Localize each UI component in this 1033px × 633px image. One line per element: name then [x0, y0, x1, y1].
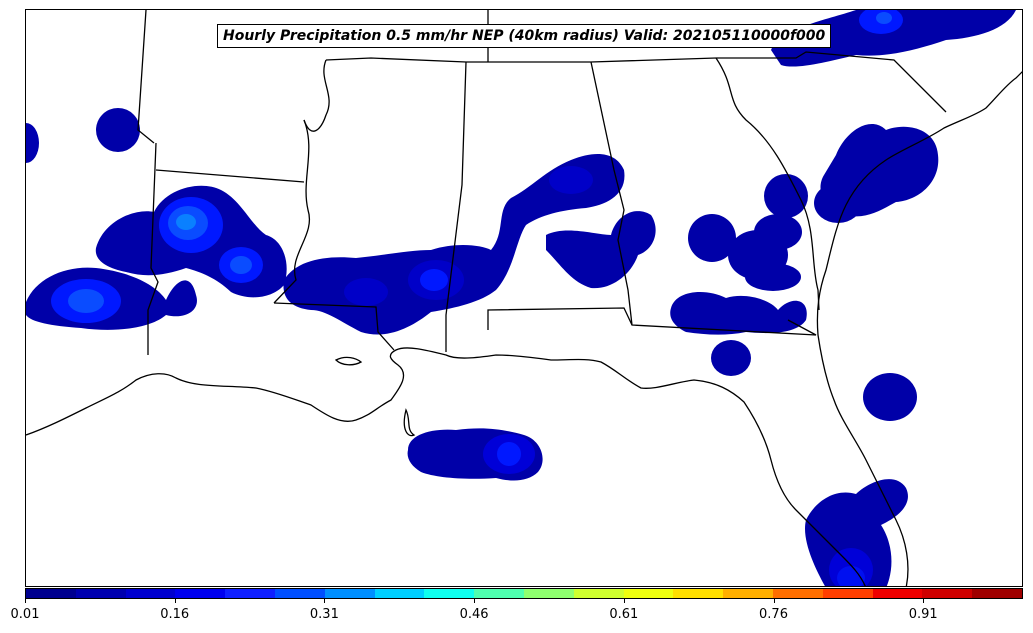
- colorbar-segment: [26, 589, 76, 598]
- state-border: [487, 307, 817, 336]
- state-border: [715, 57, 820, 311]
- state-border: [590, 61, 633, 326]
- colorbar-tick: [623, 599, 625, 603]
- precip-blob: [764, 174, 808, 218]
- colorbar-segment: [374, 589, 425, 598]
- colorbar-tick-label: 0.46: [459, 607, 489, 622]
- colorbar-segment: [573, 589, 624, 598]
- colorbar-tick-label: 0.61: [609, 607, 639, 622]
- state-border: [303, 59, 330, 132]
- precip-blob: [26, 123, 39, 163]
- colorbar-segment: [772, 589, 823, 598]
- colorbar-tick: [174, 599, 176, 603]
- coastline: [334, 356, 363, 366]
- precip-blob: [876, 12, 892, 24]
- state-border: [155, 169, 305, 183]
- state-border: [325, 57, 717, 63]
- precip-blob: [688, 214, 736, 262]
- precip-blob: [96, 108, 140, 152]
- map-outlines: [26, 10, 1022, 586]
- state-border: [137, 10, 155, 144]
- colorbar-segment: [523, 589, 574, 598]
- precip-blob: [771, 10, 1016, 67]
- colorbar-segment: [822, 589, 873, 598]
- precip-blob: [837, 566, 865, 586]
- state-border: [716, 51, 947, 113]
- colorbar-segment: [922, 589, 973, 598]
- colorbar-ticks: 0.01 0.16 0.31 0.46 0.61 0.76 0.91: [11, 599, 1023, 633]
- colorbar-segment: [673, 589, 724, 598]
- colorbar-tick-label: 0.76: [759, 607, 788, 622]
- colorbar-tick-label: 0.01: [10, 607, 40, 622]
- colorbar-tick: [923, 599, 925, 603]
- colorbar-tick-label: 0.16: [160, 607, 190, 622]
- colorbar-segment: [474, 589, 524, 598]
- colorbar-tick-label: 0.91: [908, 607, 938, 622]
- colorbar-tick: [324, 599, 326, 603]
- colorbar-tick-label: 0.31: [309, 607, 339, 622]
- precip-blob: [754, 214, 802, 250]
- colorbar-segment: [424, 589, 475, 598]
- map-canvas: [26, 10, 1022, 586]
- precip-field: [26, 10, 1016, 586]
- colorbar-tick: [773, 599, 775, 603]
- precip-blob: [230, 256, 252, 274]
- state-border: [273, 302, 395, 351]
- map-title: Hourly Precipitation 0.5 mm/hr NEP (40km…: [217, 24, 832, 48]
- state-border: [273, 119, 311, 304]
- precip-blob: [670, 292, 807, 335]
- colorbar-segment: [125, 589, 176, 598]
- colorbar-segment: [175, 589, 226, 598]
- precip-blob: [711, 340, 751, 376]
- precip-blob: [420, 269, 448, 291]
- colorbar: [25, 588, 1023, 599]
- precip-blob: [176, 214, 196, 230]
- colorbar-segment: [324, 589, 375, 598]
- colorbar-segment: [274, 589, 325, 598]
- colorbar-segment: [872, 589, 923, 598]
- coastline: [816, 71, 1022, 586]
- state-border: [147, 142, 159, 355]
- precip-blob: [814, 183, 862, 223]
- precip-blob: [745, 263, 801, 291]
- colorbar-segment: [623, 589, 674, 598]
- precip-blob: [497, 442, 521, 466]
- precip-blob: [546, 211, 656, 289]
- map-panel: Hourly Precipitation 0.5 mm/hr NEP (40km…: [25, 9, 1023, 587]
- colorbar-segment: [723, 589, 773, 598]
- colorbar-segment: [75, 589, 126, 598]
- colorbar-segment: [972, 589, 1022, 598]
- coastline: [403, 408, 416, 437]
- precip-blob: [863, 373, 917, 421]
- coastline: [26, 347, 866, 586]
- precip-blob: [344, 278, 388, 306]
- colorbar-tick: [25, 599, 26, 603]
- colorbar-tick: [474, 599, 476, 603]
- precip-blob: [549, 166, 593, 194]
- state-border: [445, 61, 467, 352]
- precip-blob: [805, 479, 908, 586]
- precip-blob: [68, 289, 104, 313]
- colorbar-segment: [225, 589, 275, 598]
